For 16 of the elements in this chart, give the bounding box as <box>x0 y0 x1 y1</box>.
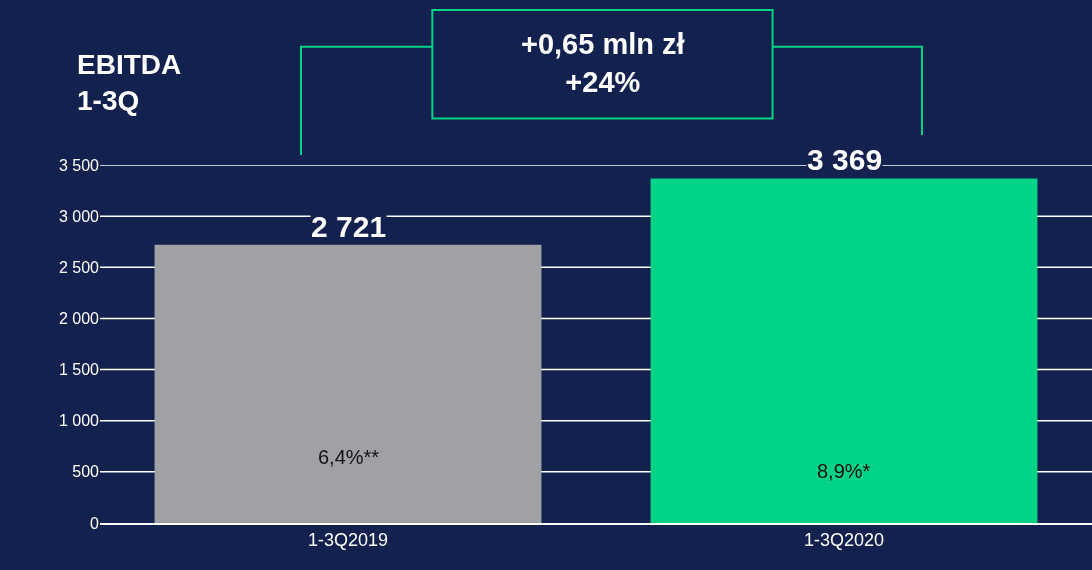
y-tick-label: 2 000 <box>58 310 100 328</box>
chart-title: EBITDA 1-3Q <box>77 49 182 117</box>
x-tick-label: 1-3Q2019 <box>307 530 389 551</box>
y-tick-label: 500 <box>72 463 100 481</box>
y-tick-label: 3 500 <box>58 156 100 174</box>
annotation: 8,9%* <box>817 460 871 482</box>
x-tick-label: 1-3Q2020 <box>803 530 885 551</box>
annotation: 6,4%** <box>318 446 380 468</box>
data-label: 2 721 <box>311 210 387 243</box>
text: +0,65 mln zł +24% <box>521 28 685 98</box>
y-tick-label: 3 000 <box>58 207 100 225</box>
y-tick-label: 1 000 <box>58 412 100 430</box>
y-tick-label: 1 500 <box>58 361 100 379</box>
y-tick-label: 2 500 <box>58 258 100 276</box>
y-tick-label: 0 <box>90 514 100 532</box>
data-label: 3 369 <box>807 143 883 176</box>
